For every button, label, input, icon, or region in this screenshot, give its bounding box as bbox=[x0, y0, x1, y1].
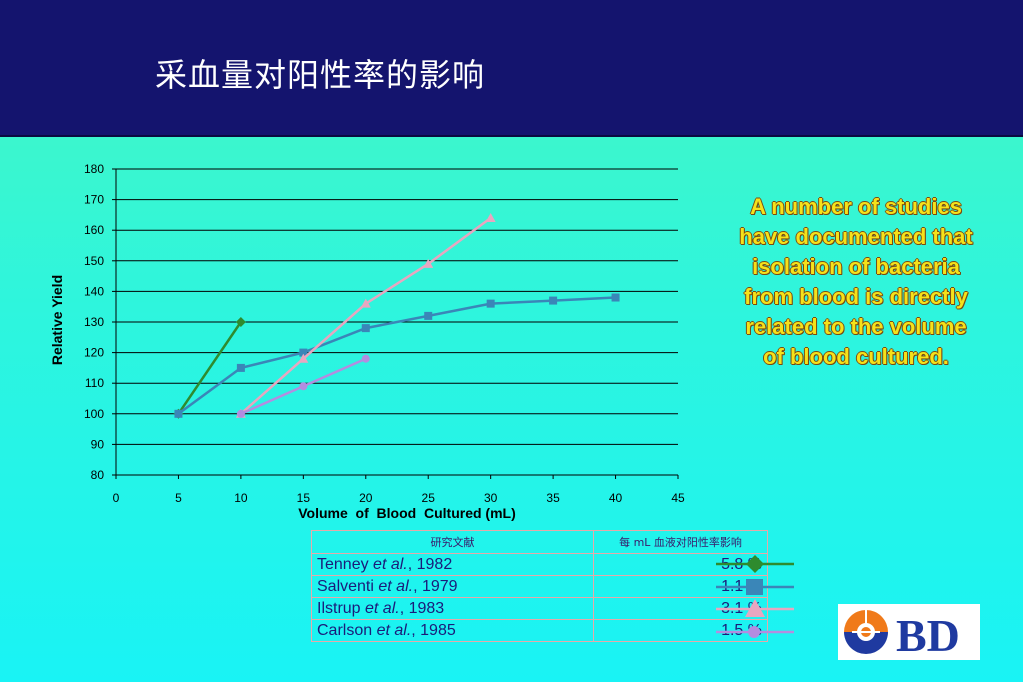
bd-logo-sun-icon bbox=[844, 610, 888, 654]
data-point bbox=[423, 258, 434, 268]
data-point bbox=[236, 409, 245, 418]
annotation-line: A number of studies bbox=[750, 194, 962, 219]
series-group bbox=[173, 212, 620, 419]
y-tick-label: 160 bbox=[84, 223, 104, 237]
series-line-diamond bbox=[177, 321, 242, 415]
bd-logo-text: BD bbox=[896, 610, 960, 660]
x-tick-label: 40 bbox=[609, 491, 623, 505]
study-etal: et al. bbox=[373, 555, 408, 573]
data-point bbox=[299, 348, 308, 357]
x-tick-label: 5 bbox=[175, 491, 182, 505]
y-tick-label: 90 bbox=[91, 437, 105, 451]
table-row: Ilstrup et al., 1983 3.1 % bbox=[311, 597, 768, 620]
data-point bbox=[361, 324, 370, 333]
data-point bbox=[486, 299, 495, 308]
data-point bbox=[236, 363, 245, 372]
series-line-triangle bbox=[240, 216, 492, 415]
study-year: , 1982 bbox=[407, 555, 453, 573]
data-point bbox=[360, 298, 371, 308]
legend-swatch-circle bbox=[716, 626, 794, 638]
study-author: Salventi bbox=[317, 577, 379, 595]
data-point bbox=[299, 382, 308, 391]
x-tick-label: 30 bbox=[484, 491, 498, 505]
title-bar: 采血量对阳性率的影响 bbox=[0, 0, 1023, 137]
data-point bbox=[611, 293, 620, 302]
line-chart: 80 90 100 110 120 130 140 150 160 170 180 0 5 10 15 20 2… bbox=[49, 162, 685, 521]
y-tick-label: 140 bbox=[84, 284, 104, 298]
study-year: , 1983 bbox=[399, 599, 445, 617]
tick-labels: 80 90 100 110 120 130 140 150 160 170 180 0 5 10 15 20 2… bbox=[84, 162, 685, 505]
study-author: Ilstrup bbox=[317, 599, 366, 617]
x-tick-label: 0 bbox=[113, 491, 120, 505]
legend-swatch-triangle bbox=[716, 599, 794, 617]
data-point bbox=[549, 296, 558, 305]
y-tick-label: 100 bbox=[84, 407, 104, 421]
annotation-line: have documented that bbox=[739, 224, 973, 249]
study-author: Carlson bbox=[317, 621, 377, 639]
data-point bbox=[361, 354, 370, 363]
y-tick-label: 170 bbox=[84, 193, 104, 207]
data-point bbox=[174, 409, 183, 418]
legend-swatch-diamond bbox=[716, 555, 794, 573]
data-point bbox=[235, 317, 246, 327]
data-point bbox=[424, 311, 433, 320]
table-header-row: 研究文献 每 mL 血液对阳性率影响 bbox=[311, 530, 768, 554]
study-year: , 1979 bbox=[413, 577, 458, 595]
y-tick-label: 180 bbox=[84, 162, 104, 176]
x-tick-label: 10 bbox=[234, 491, 248, 505]
y-tick-label: 80 bbox=[91, 468, 105, 482]
table-row: Carlson et al., 1985 1.5 % bbox=[311, 619, 768, 642]
series-line-square bbox=[177, 296, 616, 415]
study-cell: Ilstrup et al., 1983 bbox=[311, 597, 594, 620]
y-tick-label: 120 bbox=[84, 346, 104, 360]
table-row: Tenney et al., 1982 5.8 % bbox=[311, 553, 768, 576]
x-tick-label: 45 bbox=[671, 491, 685, 505]
x-tick-label: 15 bbox=[297, 491, 311, 505]
study-author: Tenney bbox=[317, 555, 374, 573]
annotation-text: A number of studies have documented that… bbox=[712, 192, 1000, 372]
study-cell: Salventi et al., 1979 bbox=[311, 575, 594, 598]
study-etal: et al. bbox=[376, 621, 412, 639]
x-tick-label: 35 bbox=[546, 491, 560, 505]
study-year: , 1985 bbox=[411, 621, 456, 639]
x-axis-label: Volume of Blood Cultured (mL) bbox=[298, 505, 516, 521]
study-cell: Carlson et al., 1985 bbox=[311, 619, 594, 642]
axes bbox=[112, 168, 679, 479]
y-tick-label: 150 bbox=[84, 254, 104, 268]
y-tick-label: 110 bbox=[85, 376, 104, 390]
study-cell: Tenney et al., 1982 bbox=[311, 553, 594, 576]
annotation-line: related to the volume bbox=[745, 314, 967, 339]
annotation-line: from blood is directly bbox=[744, 284, 968, 309]
study-legend-table: 研究文献 每 mL 血液对阳性率影响 Tenney et al., 1982 5… bbox=[311, 530, 768, 642]
annotation-line: isolation of bacteria bbox=[752, 254, 960, 279]
annotation-line: of blood cultured. bbox=[763, 344, 949, 369]
table-row: Salventi et al., 1979 1.1 % bbox=[311, 575, 768, 598]
slide-title: 采血量对阳性率的影响 bbox=[155, 56, 486, 94]
y-tick-label: 130 bbox=[84, 315, 104, 329]
header-rate: 每 mL 血液对阳性率影响 bbox=[593, 530, 768, 554]
x-tick-label: 25 bbox=[422, 491, 436, 505]
header-study: 研究文献 bbox=[311, 530, 594, 554]
legend-swatch-square bbox=[716, 579, 794, 595]
data-point bbox=[485, 212, 496, 222]
study-etal: et al. bbox=[378, 577, 414, 595]
y-axis-label: Relative Yield bbox=[49, 275, 65, 365]
study-etal: et al. bbox=[365, 599, 400, 617]
bd-logo: BD bbox=[838, 604, 980, 660]
x-tick-label: 20 bbox=[359, 491, 373, 505]
data-point bbox=[298, 353, 309, 363]
